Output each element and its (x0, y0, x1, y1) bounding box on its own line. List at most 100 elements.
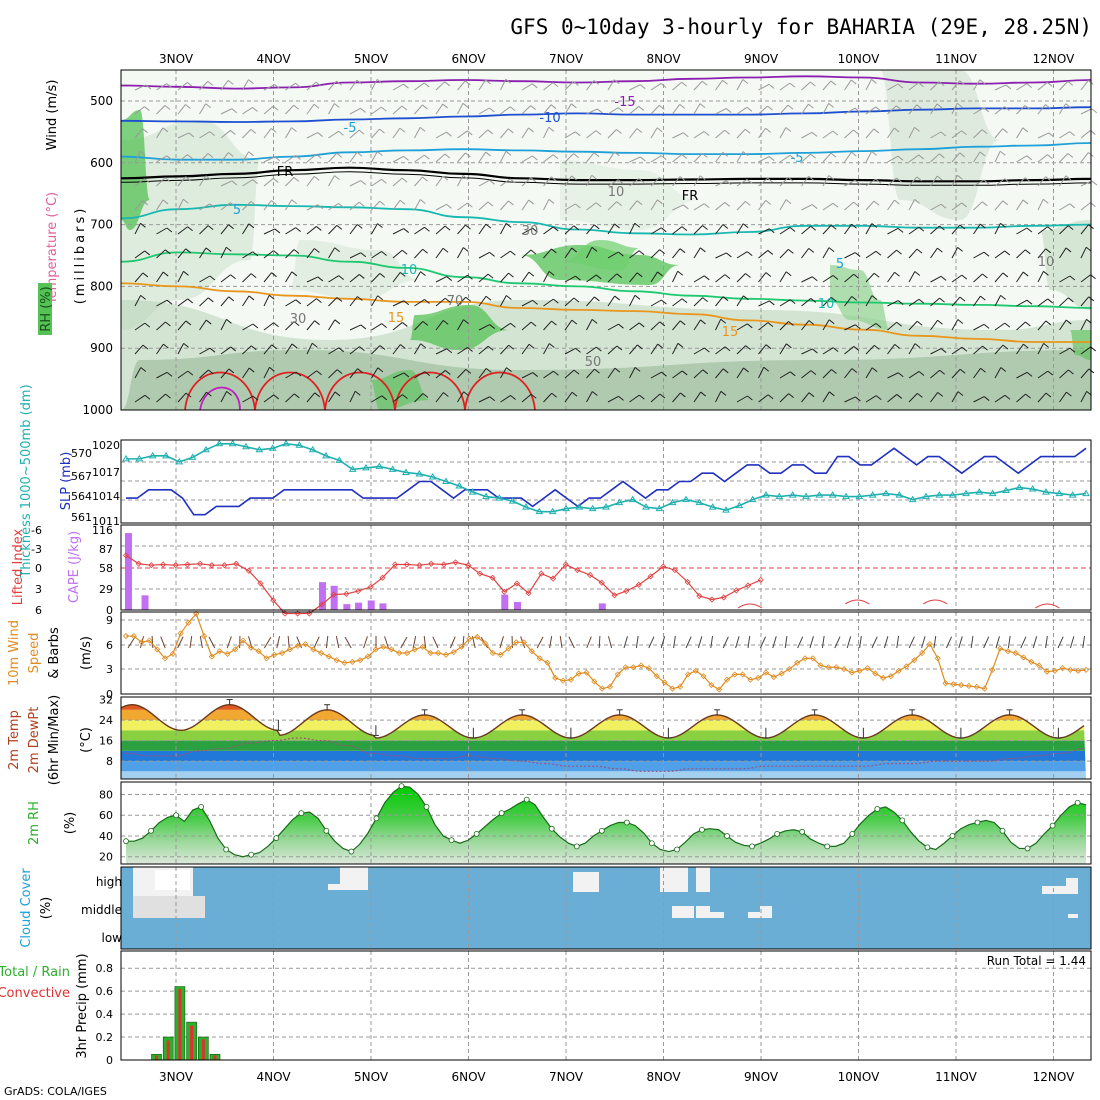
isotherm-line (120, 166, 1092, 183)
wind-barb-feather (959, 368, 966, 374)
wind-barb-feather (1000, 295, 1006, 300)
wind-barb (586, 152, 595, 163)
wind-barb (822, 275, 834, 283)
cloud-block (1068, 914, 1078, 918)
wind-marker (279, 649, 286, 657)
wind-marker (950, 681, 957, 688)
wind-barb-feather (683, 204, 689, 210)
wind-barb-feather (166, 155, 173, 161)
wind-barb (586, 202, 597, 211)
wind-marker (1082, 666, 1090, 674)
wind-barb-feather (510, 322, 516, 328)
wind-marker (856, 667, 863, 674)
wind-barb (285, 104, 295, 115)
wind-barb-feather (618, 395, 624, 401)
thickness-marker (375, 462, 384, 469)
wind-barb (306, 248, 315, 259)
wind-barb (1059, 319, 1067, 331)
wind-barb-feather (532, 372, 539, 377)
wind-barb-feather (959, 80, 965, 86)
wind-barb (156, 227, 168, 235)
wind-barb (160, 636, 166, 649)
thickness-marker (162, 451, 170, 459)
wind-barb (1080, 130, 1091, 139)
wind-barb (586, 174, 593, 187)
wind-barb-feather (982, 273, 988, 279)
cape-tick: 87 (99, 543, 113, 556)
wind-barb-feather (1047, 298, 1054, 304)
wind-barb-feather (227, 80, 234, 85)
wind-barb-feather (810, 298, 817, 303)
top-date-label: 6NOV (451, 52, 486, 66)
legend-convective: Convective (0, 986, 70, 1001)
wind-barb-feather (681, 298, 688, 304)
wind-barb-feather (445, 370, 451, 375)
slp-tick: 1014 (92, 490, 120, 503)
wind-barb-feather (763, 366, 770, 372)
wind-barb-feather (489, 396, 496, 402)
wind-marker (848, 669, 855, 676)
precip-tick: 0.4 (96, 1008, 114, 1021)
wind-barb-feather (1024, 105, 1031, 110)
wind-barb (285, 249, 295, 259)
wind-barb-feather (979, 223, 986, 229)
lifted-marker (354, 588, 362, 595)
wind-barb-feather (894, 344, 901, 349)
wind-barb (994, 344, 1004, 355)
wind-barb-feather (742, 223, 749, 229)
wind-barb-feather (1026, 227, 1033, 233)
wind-barb (629, 394, 640, 403)
wind-barb-feather (205, 103, 211, 109)
wind-marker (786, 665, 793, 673)
wind-barb-feather (617, 179, 624, 185)
isotherm-line (120, 75, 1092, 90)
wind-barb-feather (940, 348, 947, 353)
cape-bar (367, 600, 375, 610)
wind-barb (822, 247, 830, 259)
bottom-date-axis: 3NOV 4NOV 5NOV 6NOV 7NOV 8NOV 9NOV 10NOV 11NOV 12… (159, 1070, 1075, 1084)
contour-label: 10 (818, 297, 835, 312)
wind-barb-feather (596, 346, 602, 352)
wind-barb-feather (442, 247, 449, 253)
wind-barb (156, 83, 167, 91)
wind-barb-feather (313, 103, 320, 109)
wind-barb-feather (336, 369, 343, 375)
wind-barb (607, 251, 619, 259)
wind-barb-feather (317, 276, 324, 282)
wind-barb (285, 271, 293, 283)
bottom-date-label: 4NOV (256, 1070, 291, 1084)
wind-barb (1080, 80, 1089, 91)
cloud-low-label: low (102, 931, 123, 945)
wind-barb-feather (485, 368, 492, 373)
wind-barb-feather (680, 392, 686, 398)
wind-barb-feather (250, 128, 257, 134)
wind-barb (736, 128, 746, 139)
rh-marker (298, 810, 305, 817)
wind-speed-line (122, 610, 1090, 693)
wind-barb (220, 368, 230, 379)
series-line (126, 447, 1087, 516)
thickness-marker (1002, 486, 1010, 494)
wind-barb (521, 83, 533, 91)
wind-barb (156, 371, 168, 379)
temp-band (121, 740, 1086, 751)
wind-barb (564, 103, 572, 115)
wind-barb-feather (334, 319, 341, 325)
wind-barb (449, 636, 456, 649)
wind-barb-feather (591, 319, 598, 324)
precip-conv-bar (166, 1040, 170, 1060)
wind-barb-feather (1068, 369, 1074, 375)
temperature-label: Temperature (°C) (45, 192, 60, 305)
wind-marker (411, 646, 418, 653)
wind-barb-feather (377, 295, 383, 301)
wind-barb-feather (1067, 153, 1074, 158)
wind-barb (865, 223, 873, 235)
wind-barb-feather (982, 345, 988, 351)
wind-marker (669, 685, 676, 692)
wind-barb-feather (850, 79, 857, 85)
wind-barb (994, 322, 1006, 331)
cape-tick: 29 (99, 583, 113, 596)
wind-barb-feather (230, 274, 236, 280)
wind-barb-feather (661, 371, 667, 377)
